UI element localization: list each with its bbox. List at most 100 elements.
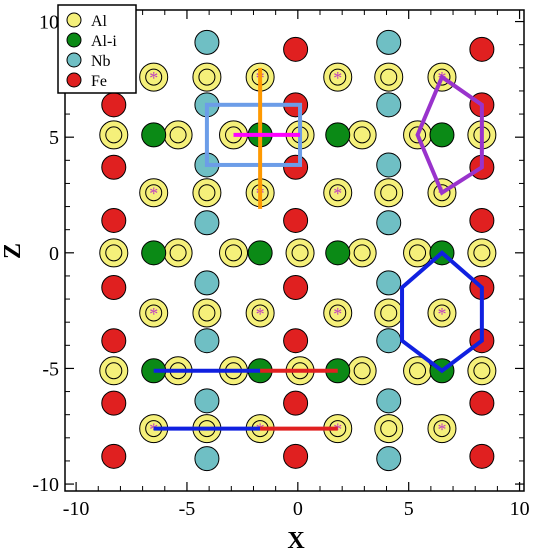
nb-atom-marker (376, 446, 402, 472)
nb-atom-marker (376, 29, 402, 55)
annotation-polygon (415, 74, 484, 196)
al-atom-inner-ring (145, 184, 163, 202)
y-tick-label: 5 (49, 127, 59, 149)
nb-atom-marker (194, 328, 220, 354)
axis-ticks: -10 -5 0 5 10 -10 -5 0 5 10 (32, 10, 530, 520)
nb-atom-marker (194, 270, 220, 296)
al-atom-inner-ring (105, 244, 123, 262)
legend-label-nb: Nb (91, 53, 111, 70)
legend-marker-al-i (66, 32, 82, 48)
asterisk-mark: * (256, 304, 265, 324)
fe-atom-marker (469, 36, 495, 62)
al-atom-inner-ring (473, 244, 491, 262)
al-atom-inner-ring (353, 126, 371, 144)
al-atom-inner-ring (353, 362, 371, 380)
asterisk-mark: * (333, 184, 342, 204)
fe-atom-marker (283, 207, 309, 233)
al-atom-inner-ring (145, 304, 163, 322)
fe-atom-marker (101, 207, 127, 233)
al-atom-inner-ring (353, 244, 371, 262)
fe-atom-marker (101, 154, 127, 180)
x-tick-label: 0 (293, 498, 303, 520)
al-atom-inner-ring (105, 126, 123, 144)
y-axis-label: Z (0, 243, 26, 259)
al-atom-inner-ring (329, 184, 347, 202)
fe-atom-marker (283, 36, 309, 62)
fe-atom-marker (469, 443, 495, 469)
asterisk-mark: * (333, 68, 342, 88)
fe-atom-marker (469, 390, 495, 416)
asterisk-mark: * (149, 184, 158, 204)
al-atom-inner-ring (409, 362, 427, 380)
al-atom-inner-ring (473, 362, 491, 380)
al-atom-inner-ring (433, 420, 451, 438)
fe-atom-marker (101, 275, 127, 300)
fe-atom-marker (283, 328, 309, 354)
legend-label-fe: Fe (91, 73, 107, 90)
plot-frame (64, 9, 525, 492)
legend-marker-fe (66, 72, 82, 88)
legend: Al Al-i Nb Fe (57, 4, 137, 94)
fe-atom-marker (283, 443, 309, 469)
annotation-polygon (400, 250, 484, 374)
nb-atom-marker (376, 152, 402, 178)
al-atom-inner-ring (145, 68, 163, 86)
y-tick-label: -10 (32, 474, 59, 496)
x-tick-label: 10 (510, 498, 530, 520)
al-atom-inner-ring (198, 304, 216, 322)
fe-atom-marker (101, 328, 127, 354)
al-i-atom-marker (325, 122, 351, 148)
al-atom-inner-ring (380, 68, 398, 86)
asterisk-mark: * (437, 304, 446, 324)
x-tick-label: -10 (63, 498, 90, 520)
fe-atom-marker (283, 390, 309, 416)
nb-atom-marker (376, 388, 402, 414)
legend-marker-al (66, 12, 82, 28)
nb-atom-marker (194, 388, 220, 414)
x-tick-label: 5 (404, 498, 414, 520)
al-atom-inner-ring (433, 304, 451, 322)
al-atom-inner-ring (225, 244, 243, 262)
al-i-atom-marker (247, 240, 273, 266)
al-atom-inner-ring (198, 184, 216, 202)
nb-atom-marker (376, 270, 402, 296)
fe-atom-marker (469, 207, 495, 233)
nb-atom-marker (194, 29, 220, 55)
nb-atom-marker (376, 92, 402, 118)
al-i-atom-marker (141, 122, 167, 148)
x-tick-label: -5 (179, 498, 196, 520)
al-atom-inner-ring (251, 304, 269, 322)
fe-atom-marker (101, 92, 127, 118)
al-atom-inner-ring (291, 244, 309, 262)
nb-atom-marker (194, 210, 220, 236)
nb-atom-marker (194, 446, 220, 472)
legend-label-al: Al (91, 13, 108, 30)
al-atom-inner-ring (409, 244, 427, 262)
al-atom-inner-ring (198, 68, 216, 86)
al-atom-inner-ring (329, 304, 347, 322)
legend-label-al-i: Al-i (91, 33, 117, 50)
x-axis-label: X (287, 528, 305, 554)
al-i-atom-marker (141, 240, 167, 266)
asterisk-mark: * (437, 420, 446, 440)
y-tick-label: 10 (39, 12, 59, 34)
nb-atom-marker (376, 210, 402, 236)
fe-atom-marker (101, 390, 127, 416)
y-tick-label: -5 (42, 358, 59, 380)
al-atom-inner-ring (105, 362, 123, 380)
al-atom-inner-ring (380, 184, 398, 202)
y-tick-label: 0 (49, 243, 59, 265)
al-i-atom-marker (429, 122, 455, 148)
fe-atom-marker (101, 443, 127, 469)
fe-atom-marker (283, 275, 309, 300)
al-atom-inner-ring (380, 304, 398, 322)
plot-layer: **************** (99, 29, 497, 472)
al-atom-inner-ring (380, 420, 398, 438)
al-i-atom-marker (325, 240, 351, 266)
al-atom-inner-ring (169, 126, 187, 144)
legend-marker-nb (66, 52, 82, 68)
al-atom-inner-ring (169, 244, 187, 262)
asterisk-mark: * (149, 304, 158, 324)
fe-atom-marker (283, 154, 309, 180)
